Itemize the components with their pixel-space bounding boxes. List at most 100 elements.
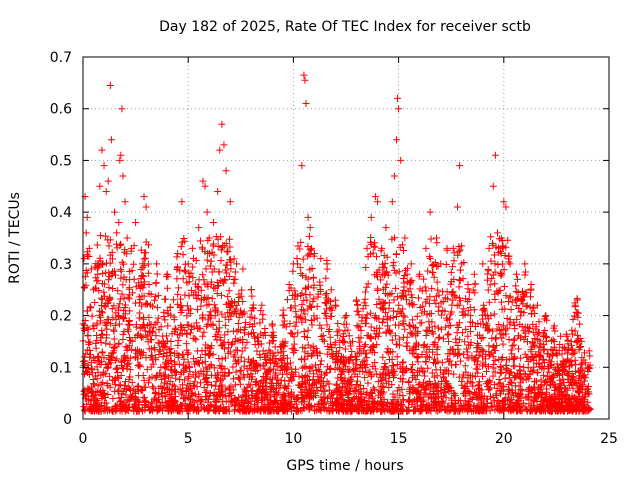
data-point — [225, 384, 233, 392]
data-point — [348, 398, 356, 406]
data-point — [473, 361, 481, 369]
data-point — [348, 348, 356, 355]
data-point — [435, 303, 443, 311]
data-point — [462, 368, 470, 376]
data-point — [494, 396, 502, 404]
data-point — [222, 167, 230, 175]
data-point — [83, 269, 91, 277]
data-point — [488, 334, 496, 342]
data-point — [99, 379, 107, 387]
data-point — [534, 393, 542, 401]
data-point — [217, 364, 225, 372]
data-point — [196, 353, 204, 361]
data-point — [407, 384, 415, 392]
data-point — [345, 332, 353, 340]
data-point — [337, 376, 345, 384]
data-point — [261, 353, 269, 361]
data-point — [497, 234, 505, 242]
data-point — [441, 377, 449, 385]
data-point — [122, 310, 130, 318]
data-point — [257, 307, 265, 315]
data-point — [217, 375, 225, 383]
data-point — [559, 366, 567, 374]
data-point — [121, 246, 129, 254]
data-point — [201, 376, 209, 384]
data-point — [390, 258, 398, 266]
data-point — [212, 378, 220, 386]
data-point — [93, 277, 101, 285]
data-point — [276, 366, 284, 374]
data-point — [490, 251, 498, 259]
data-point — [140, 262, 148, 270]
data-point — [247, 307, 255, 315]
data-point — [571, 327, 579, 335]
data-point — [269, 385, 277, 393]
data-point — [130, 385, 138, 393]
data-point — [505, 298, 513, 306]
data-point — [135, 397, 143, 405]
data-point — [357, 349, 365, 357]
data-point — [286, 402, 294, 410]
data-point — [391, 371, 399, 379]
data-point — [338, 369, 346, 377]
data-point — [371, 314, 379, 322]
data-point — [546, 392, 554, 400]
data-point — [202, 265, 210, 273]
data-point — [231, 351, 239, 359]
data-point — [371, 243, 379, 251]
data-point — [93, 331, 101, 339]
data-point — [307, 302, 315, 310]
data-point — [152, 293, 160, 301]
data-point — [291, 291, 299, 299]
data-point — [335, 326, 343, 334]
data-point — [232, 305, 240, 313]
data-point — [118, 105, 126, 113]
data-point — [368, 348, 376, 356]
data-point — [502, 361, 510, 369]
data-point — [251, 333, 259, 341]
data-point — [100, 354, 108, 362]
data-point — [443, 288, 451, 296]
data-point — [111, 208, 119, 216]
data-point — [307, 244, 315, 252]
data-point — [200, 276, 208, 284]
data-point — [500, 266, 508, 274]
data-point — [212, 398, 220, 406]
data-point — [121, 198, 129, 206]
data-point — [399, 358, 407, 366]
data-point — [221, 313, 229, 321]
data-point — [479, 347, 487, 355]
data-point — [300, 363, 308, 371]
data-point — [576, 389, 584, 397]
data-point — [204, 294, 212, 302]
data-point — [371, 271, 379, 279]
data-point — [140, 193, 148, 201]
data-point — [525, 400, 533, 408]
data-point — [288, 368, 296, 376]
data-point — [314, 290, 322, 298]
data-point — [570, 349, 578, 357]
data-point — [332, 348, 340, 356]
data-point — [126, 307, 134, 315]
data-point — [307, 352, 315, 360]
data-point — [475, 351, 483, 359]
data-point — [491, 151, 499, 159]
data-point — [381, 289, 389, 297]
data-point — [500, 282, 508, 290]
data-point — [92, 397, 100, 405]
data-point — [496, 363, 504, 371]
data-point — [200, 368, 208, 376]
data-point — [575, 399, 583, 407]
data-point — [522, 393, 530, 401]
data-point — [160, 372, 168, 380]
data-point — [166, 377, 174, 385]
data-point — [196, 397, 204, 405]
data-point — [163, 284, 171, 292]
x-tick-label: 0 — [79, 431, 88, 447]
data-point — [550, 324, 558, 332]
data-point — [522, 268, 530, 276]
data-point — [108, 255, 116, 263]
data-point — [406, 329, 414, 337]
data-point — [508, 379, 516, 387]
data-point — [399, 319, 407, 327]
